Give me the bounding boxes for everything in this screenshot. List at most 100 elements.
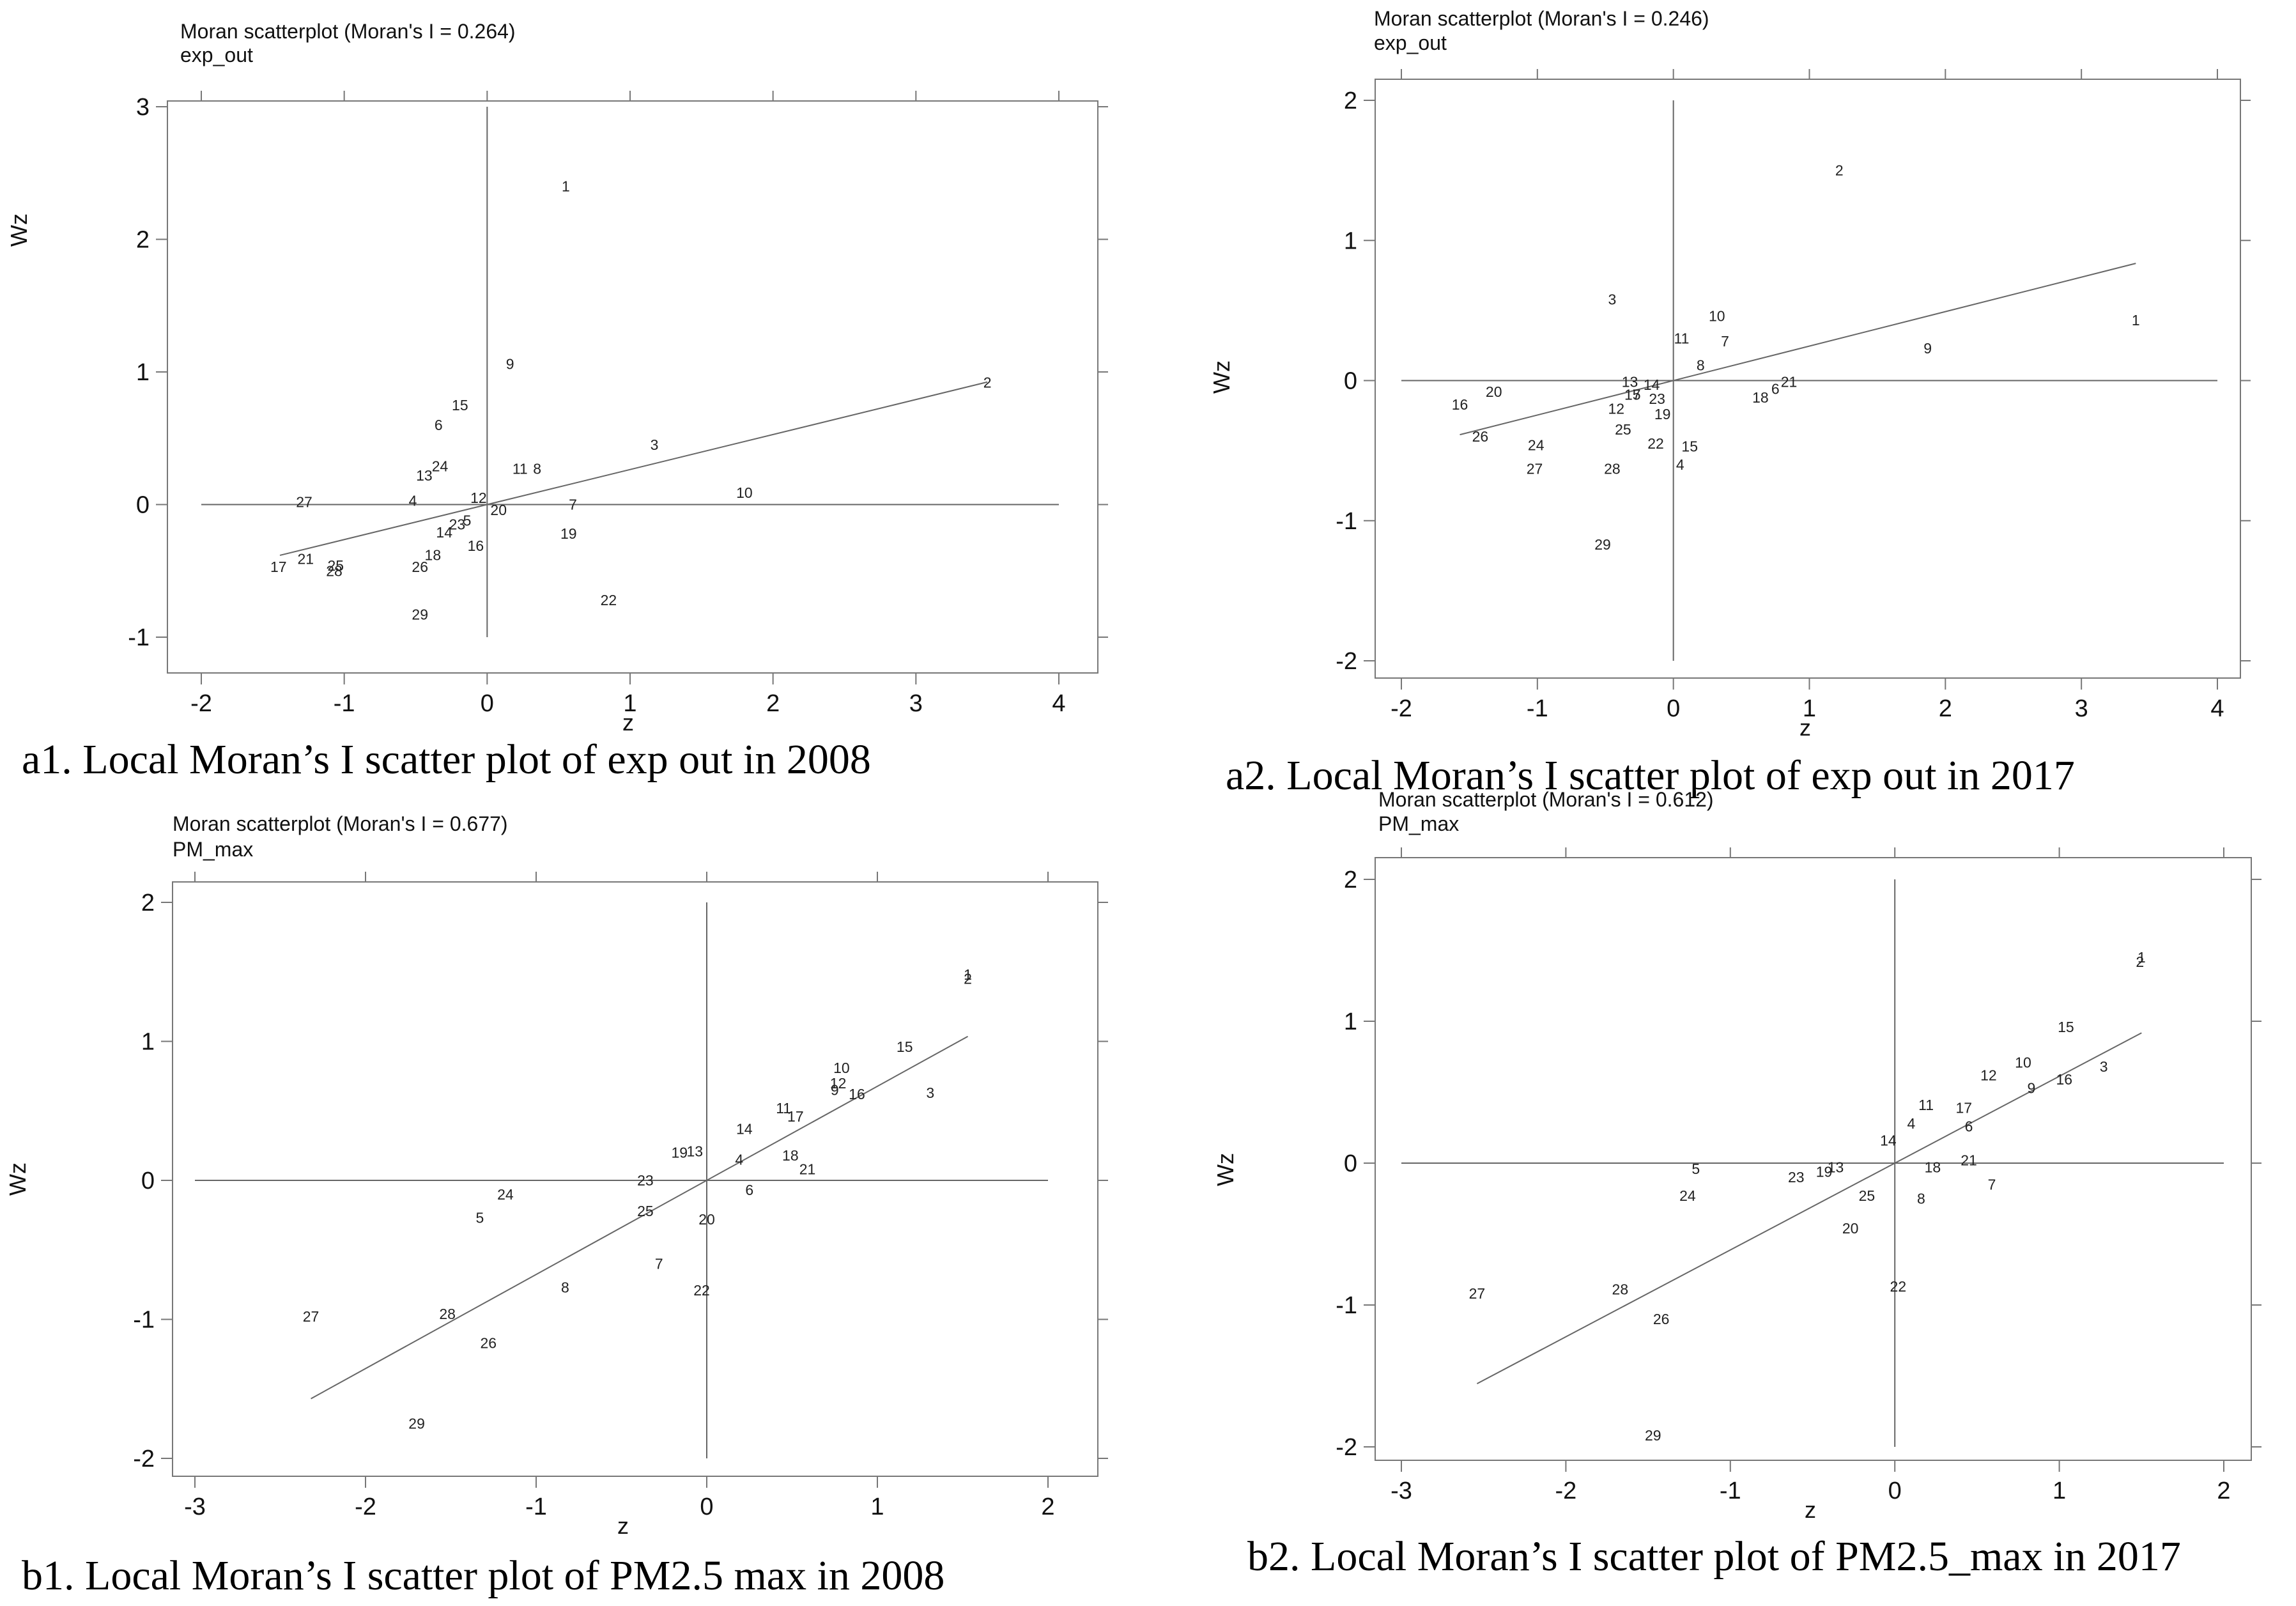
chart3-point-label: 7: [655, 1256, 663, 1272]
chart4-xtick-label: 0: [1888, 1478, 1902, 1504]
chart1-x-axis-label: z: [622, 709, 634, 736]
chart3-xtick-label: -1: [525, 1494, 547, 1520]
chart2-point-label: 4: [1676, 456, 1684, 473]
chart3-point-label: 20: [698, 1211, 715, 1228]
chart2-point-label: 14: [1644, 376, 1660, 393]
chart4-point-label: 17: [1956, 1099, 1973, 1116]
chart4-point-label: 25: [1859, 1187, 1876, 1204]
chart3-point-label: 8: [561, 1279, 569, 1295]
chart1-fit-line: [279, 381, 988, 556]
chart1-caption: a1. Local Moran’s I scatter plot of exp …: [22, 736, 871, 783]
chart4-point-label: 12: [1980, 1067, 1997, 1083]
chart3-point-label: 6: [745, 1182, 753, 1198]
chart3-point-label: 24: [497, 1186, 514, 1203]
chart4-point-label: 4: [1907, 1115, 1916, 1132]
chart1-xtick-label: 3: [909, 690, 923, 717]
chart4-point-label: 19: [1816, 1163, 1833, 1180]
chart2-point-label: 28: [1604, 461, 1621, 477]
chart1-point-label: 13: [416, 467, 433, 484]
chart1-point-label: 14: [436, 524, 452, 541]
chart3-point-label: 19: [671, 1145, 688, 1161]
chart1-plot-frame: [167, 100, 1098, 674]
chart2-point-label: 7: [1721, 333, 1729, 350]
chart1-ytick-label: 0: [136, 492, 150, 519]
chart3-point-label: 15: [897, 1038, 913, 1055]
chart1-title: Moran scatterplot (Moran's I = 0.264): [180, 20, 516, 43]
chart4-xtick-label: 1: [2053, 1478, 2066, 1504]
chart2-point-label: 8: [1697, 357, 1705, 373]
chart1-point-label: 1: [562, 178, 570, 195]
chart1-ytick-label: 1: [136, 359, 150, 386]
chart4-ytick-label: 0: [1344, 1150, 1357, 1177]
chart3-point-label: 21: [799, 1161, 816, 1178]
chart2-xtick-label: -1: [1527, 695, 1548, 722]
chart1-point-label: 29: [412, 606, 428, 623]
chart3-point-label: 17: [787, 1108, 804, 1125]
chart2-xtick-label: 3: [2075, 695, 2088, 722]
chart1-point-label: 11: [512, 460, 528, 477]
chart1-point-label: 17: [270, 559, 287, 575]
chart2-point-label: 27: [1527, 461, 1543, 477]
chart4-ytick-label: -2: [1336, 1434, 1357, 1461]
chart4-point-label: 16: [2056, 1071, 2073, 1088]
chart3-point-label: 9: [831, 1082, 839, 1099]
chart2-point-label: 12: [1608, 400, 1624, 417]
chart3-point-label: 4: [735, 1151, 743, 1168]
chart1-point-label: 5: [463, 512, 472, 529]
chart2-ytick-label: 2: [1344, 88, 1357, 114]
chart4-point-label: 13: [1828, 1159, 1844, 1176]
chart2-point-label: 6: [1771, 381, 1780, 398]
chart4-point-label: 5: [1691, 1161, 1700, 1177]
chart3-point-label: 13: [687, 1143, 704, 1159]
chart1-point-label: 8: [533, 460, 541, 477]
chart2-point-label: 29: [1594, 536, 1611, 553]
chart1-point-label: 21: [297, 551, 314, 568]
chart4-point-label: 18: [1925, 1159, 1941, 1176]
chart1-ytick-label: -1: [128, 624, 150, 651]
chart2-plot-frame: [1375, 79, 2241, 679]
chart2-caption: a2. Local Moran’s I scatter plot of exp …: [1226, 752, 2075, 799]
chart1-ytick-label: 3: [136, 94, 150, 121]
chart4-point-label: 29: [1645, 1427, 1661, 1444]
chart2-point-label: 2: [1835, 162, 1844, 179]
chart3-x-axis-label: z: [617, 1513, 629, 1539]
chart2-point-label: 23: [1649, 390, 1665, 407]
chart2-point-label: 26: [1472, 428, 1489, 445]
chart4-point-label: 1: [2138, 949, 2146, 966]
chart2-point-label: 17: [1624, 386, 1641, 403]
chart4-y-axis-label: Wz: [1212, 1153, 1238, 1186]
chart1-xtick-label: 1: [623, 690, 636, 717]
chart2-point-label: 20: [1486, 383, 1502, 400]
chart3-point-label: 2: [964, 971, 972, 987]
chart2-xtick-label: -2: [1391, 695, 1412, 722]
chart3-xtick-label: 2: [1041, 1494, 1054, 1520]
chart3-ytick-label: 1: [141, 1029, 155, 1056]
chart2-point-label: 10: [1709, 308, 1725, 325]
chart3-xtick-label: 0: [700, 1494, 713, 1520]
chart1-point-label: 27: [296, 493, 312, 510]
chart3-point-label: 11: [776, 1100, 791, 1116]
chart2-title: Moran scatterplot (Moran's I = 0.246): [1374, 7, 1709, 30]
chart2-point-label: 16: [1452, 396, 1468, 413]
chart1-point-label: 6: [435, 417, 443, 433]
chart3-point-label: 27: [303, 1308, 320, 1325]
chart1-point-label: 16: [468, 537, 484, 554]
chart3-point-label: 28: [439, 1306, 456, 1322]
chart1-point-label: 9: [506, 356, 514, 373]
chart4-point-label: 24: [1679, 1187, 1696, 1204]
chart1-point-label: 23: [449, 516, 466, 533]
chart4-point-label: 3: [2100, 1058, 2108, 1075]
chart4-ytick-label: 1: [1344, 1008, 1357, 1035]
chart2-ytick-label: -2: [1336, 648, 1357, 675]
chart3-point-label: 5: [475, 1210, 484, 1226]
chart3-ytick-label: 0: [141, 1168, 155, 1194]
chart4-ytick-label: 2: [1344, 867, 1357, 893]
chart4-xtick-label: -2: [1555, 1478, 1577, 1504]
chart4-point-label: 20: [1842, 1220, 1859, 1237]
chart1-point-label: 2: [983, 374, 992, 391]
chart4-point-label: 11: [1918, 1097, 1934, 1113]
chart1-point-label: 26: [412, 559, 428, 575]
chart1-point-label: 19: [560, 525, 577, 542]
chart4-xtick-label: -1: [1720, 1478, 1741, 1504]
chart4-x-axis-label: z: [1805, 1497, 1816, 1523]
